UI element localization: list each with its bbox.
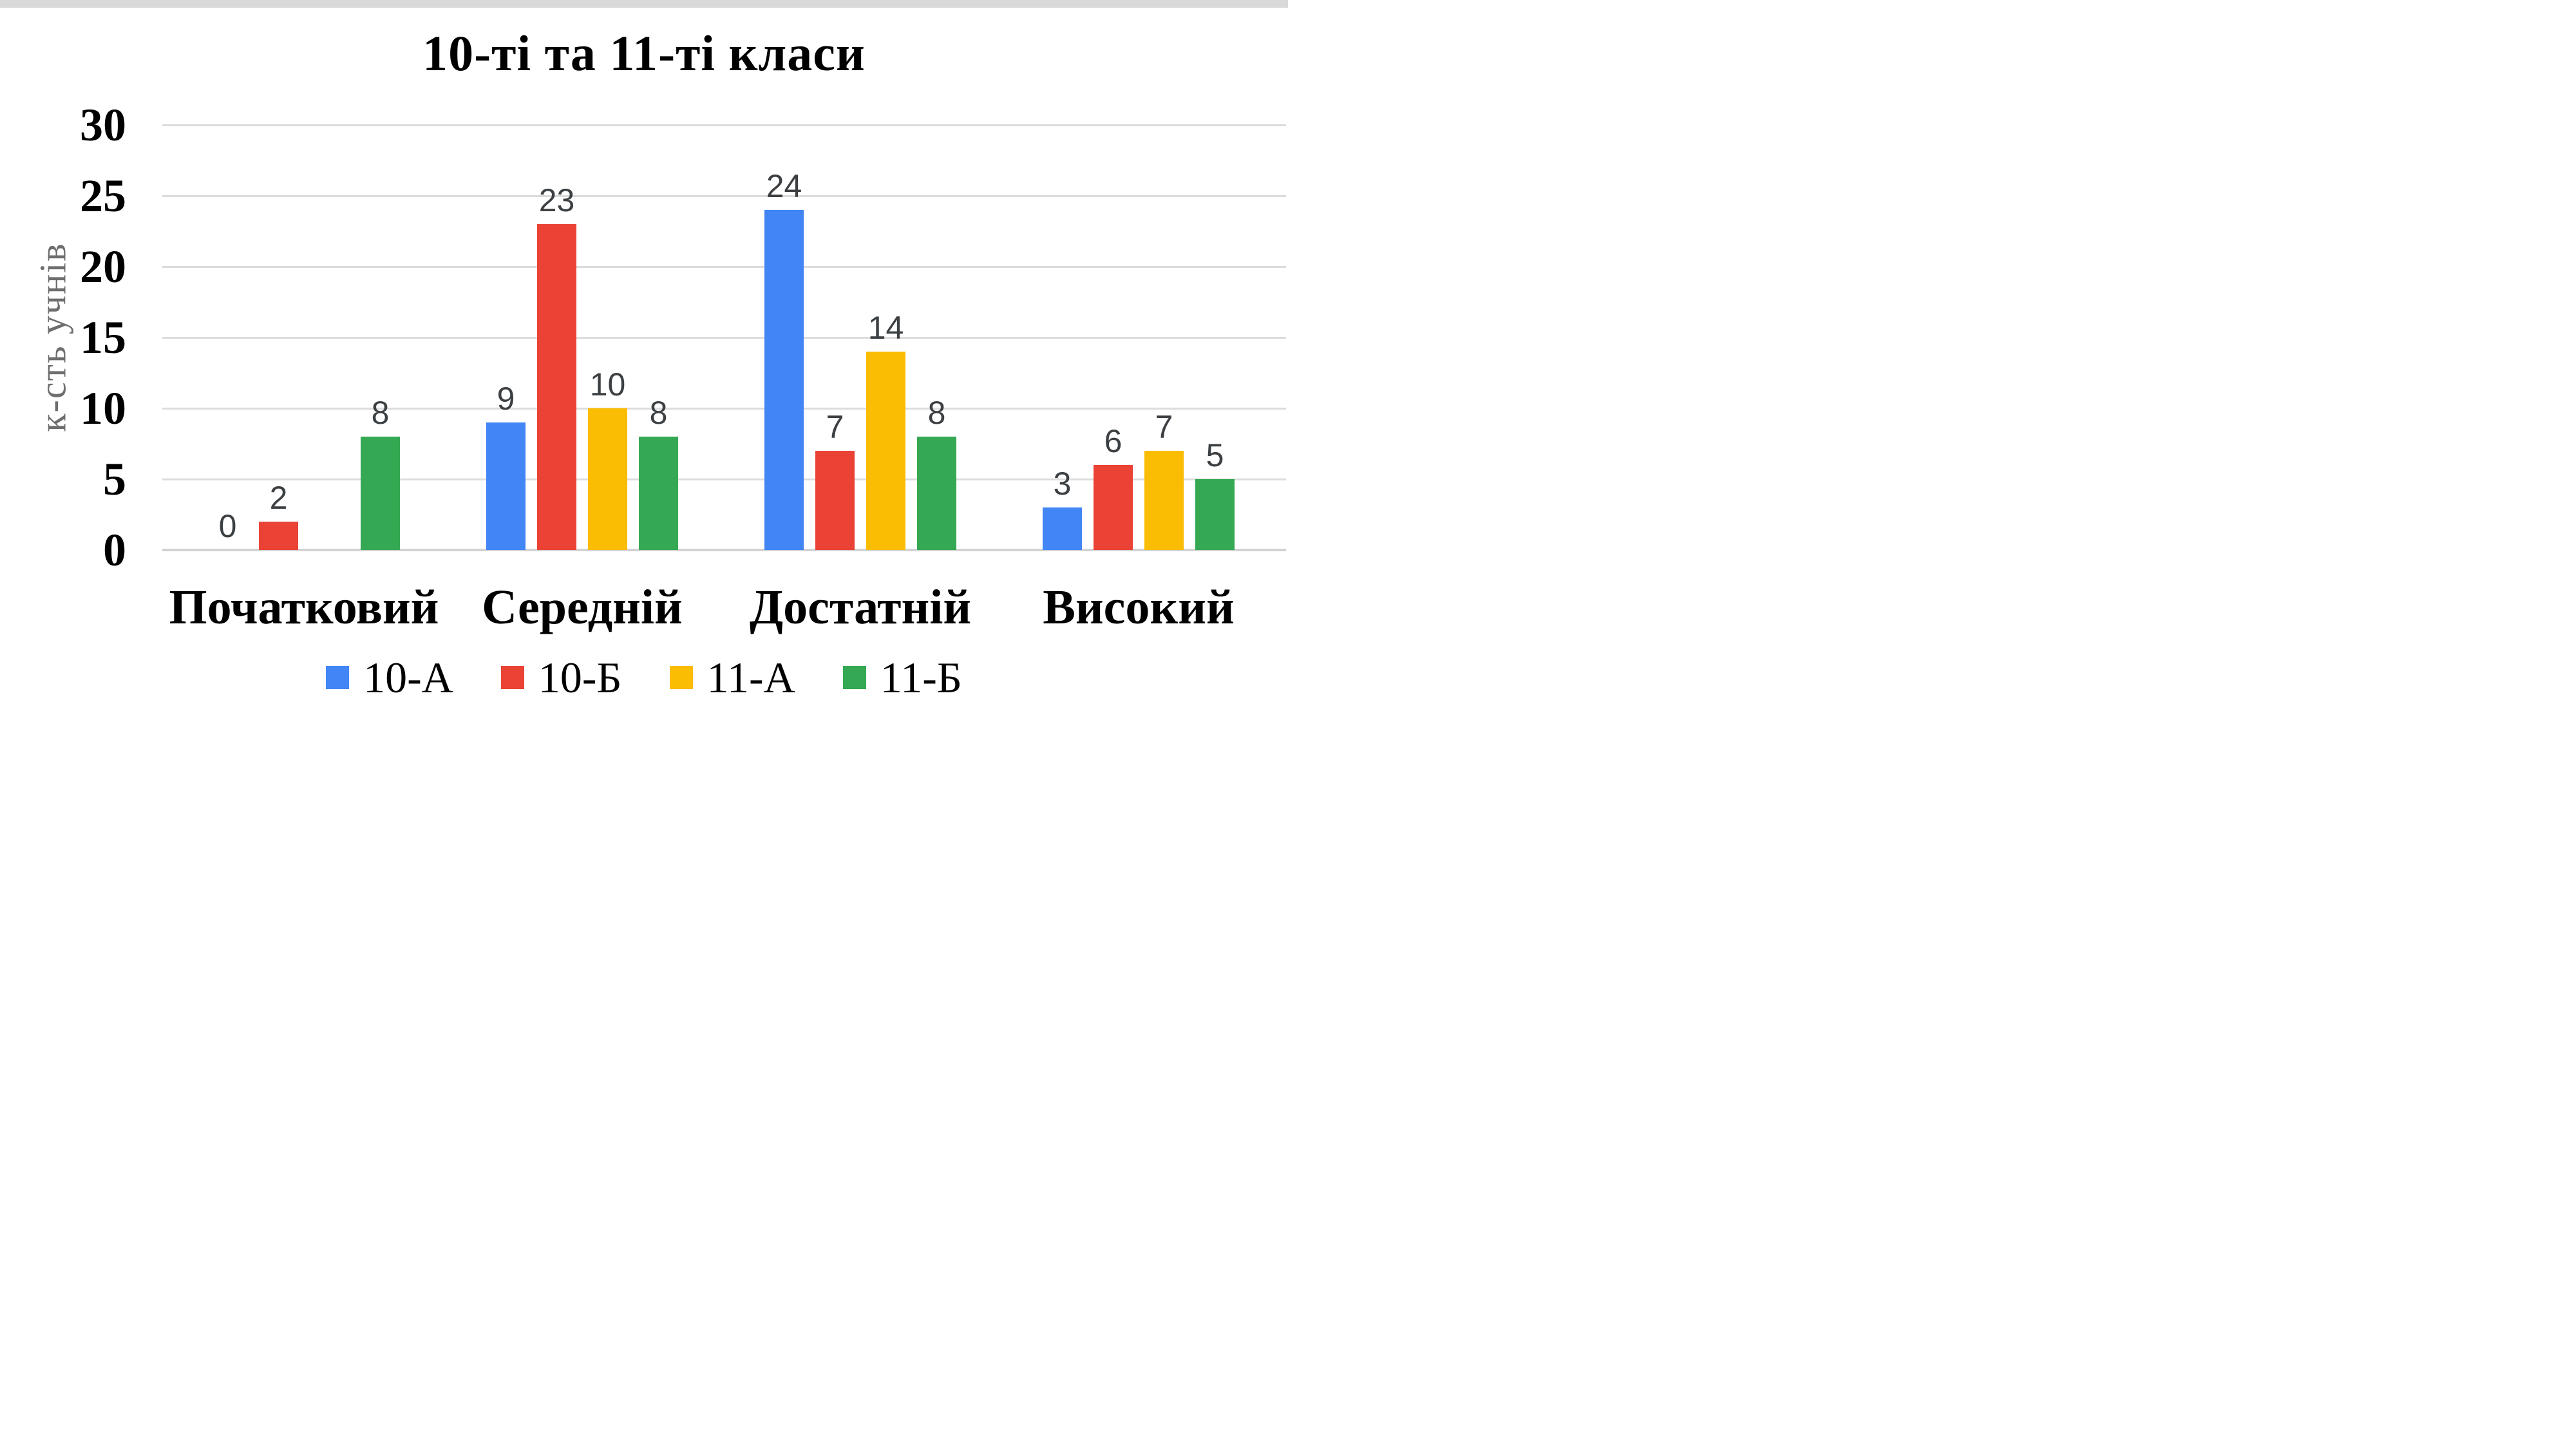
legend-label-10-А: 10-А [363, 653, 453, 702]
bars-layer: 0 2 8 9 23 10 8 24 7 14 8 3 6 7 5 [165, 125, 1278, 550]
bar-11-А-Достатній [866, 352, 905, 550]
bar-value-label: 8 [649, 395, 668, 431]
legend-label-11-А: 11-А [706, 653, 795, 702]
bar-slot-10-А-Високий: 3 [1043, 125, 1082, 550]
y-tick-0: 0 [103, 524, 126, 576]
bar-slot-11-А-Середній: 10 [588, 125, 627, 550]
bar-10-Б-Високий [1094, 465, 1133, 550]
bar-value-label: 0 [218, 508, 237, 544]
bar-value-label: 7 [826, 409, 844, 445]
bar-value-label: 23 [538, 182, 575, 218]
legend-label-10-Б: 10-Б [538, 653, 622, 702]
chart-page: 10-ті та 11-ті класи к-сть учнів 0 5 10 15 2… [0, 0, 1288, 724]
y-tick-5: 5 [103, 453, 126, 505]
gridline-15 [162, 337, 1286, 339]
bar-value-label: 8 [927, 395, 946, 431]
bar-10-А-Достатній [764, 210, 804, 550]
legend-item-11-Б: 11-Б [842, 653, 962, 702]
legend-color-swatch-10-Б [500, 666, 524, 689]
bar-value-label: 5 [1206, 437, 1224, 473]
bar-value-label: 6 [1104, 423, 1122, 459]
category-group-3: 24 7 14 8 [721, 125, 999, 550]
legend-color-swatch-11-Б [842, 666, 866, 689]
legend-label-11-Б: 11-Б [880, 653, 962, 702]
bar-slot-10-Б-Високий: 6 [1094, 125, 1133, 550]
bar-11-Б-Середній [639, 437, 678, 550]
bar-slot-11-Б-Середній: 8 [639, 125, 678, 550]
bar-11-Б-Початковий [361, 437, 400, 550]
bar-10-Б-Достатній [815, 451, 855, 550]
bar-slot-10-А-Середній: 9 [486, 125, 526, 550]
bar-value-label: 14 [867, 310, 904, 346]
x-axis-category-labels: Початковий Середній Достатній Високий [165, 580, 1278, 636]
y-tick-30: 30 [80, 99, 126, 151]
bar-slot-10-Б-Середній: 23 [537, 125, 576, 550]
gridline-0 [162, 549, 1286, 551]
y-tick-25: 25 [80, 170, 126, 222]
bar-value-label: 9 [497, 381, 515, 417]
y-tick-10: 10 [80, 383, 126, 434]
category-label-3: Достатній [749, 580, 972, 634]
top-gray-strip [0, 0, 1288, 8]
category-label-1: Початковий [169, 580, 439, 634]
y-tick-15: 15 [80, 312, 126, 363]
y-tick-20: 20 [80, 241, 126, 292]
bar-value-label: 10 [589, 366, 626, 402]
bar-slot-11-Б-Початковий: 8 [361, 125, 400, 550]
legend-item-10-Б: 10-Б [500, 653, 622, 702]
bar-10-Б-Початковий [259, 522, 298, 550]
bar-value-label: 2 [269, 480, 288, 516]
bar-value-label: 3 [1053, 466, 1072, 502]
bar-slot-11-А-Початковий [310, 125, 349, 550]
category-label-2: Середній [482, 580, 683, 634]
gridline-20 [162, 266, 1286, 268]
bar-11-А-Високий [1144, 451, 1184, 550]
bar-slot-11-Б-Високий: 5 [1195, 125, 1235, 550]
bar-value-label: 8 [371, 395, 390, 431]
bar-11-А-Середній [588, 408, 627, 550]
plot-area [162, 124, 1286, 551]
bar-10-Б-Середній [537, 224, 576, 550]
legend-color-swatch-11-А [669, 666, 693, 689]
y-axis-tick-labels: 0 5 10 15 20 25 30 [0, 102, 126, 573]
bar-value-label: 7 [1155, 409, 1173, 445]
legend-item-11-А: 11-А [669, 653, 795, 702]
category-group-2: 9 23 10 8 [443, 125, 721, 550]
legend: 10-А 10-Б 11-А 11-Б [0, 656, 1288, 699]
gridline-10 [162, 408, 1286, 410]
legend-item-10-А: 10-А [326, 656, 453, 699]
legend-color-swatch-10-А [326, 666, 350, 689]
gridline-30 [162, 124, 1286, 126]
bar-slot-10-А-Достатній: 24 [764, 125, 804, 550]
bar-slot-10-Б-Достатній: 7 [815, 125, 855, 550]
bar-10-А-Високий [1043, 507, 1082, 550]
category-label-4: Високий [1043, 580, 1235, 634]
bar-10-А-Середній [486, 422, 526, 550]
bar-slot-11-А-Достатній: 14 [866, 125, 905, 550]
chart-title: 10-ті та 11-ті класи [422, 25, 866, 81]
bar-value-label: 24 [766, 168, 802, 204]
bar-11-Б-Високий [1195, 479, 1235, 550]
gridline-5 [162, 478, 1286, 480]
bar-slot-11-Б-Достатній: 8 [917, 125, 956, 550]
bar-11-Б-Достатній [917, 437, 956, 550]
bar-slot-11-А-Високий: 7 [1144, 125, 1184, 550]
gridline-25 [162, 195, 1286, 197]
bar-slot-10-А-Початковий: 0 [208, 125, 247, 550]
bar-slot-10-Б-Початковий: 2 [259, 125, 298, 550]
